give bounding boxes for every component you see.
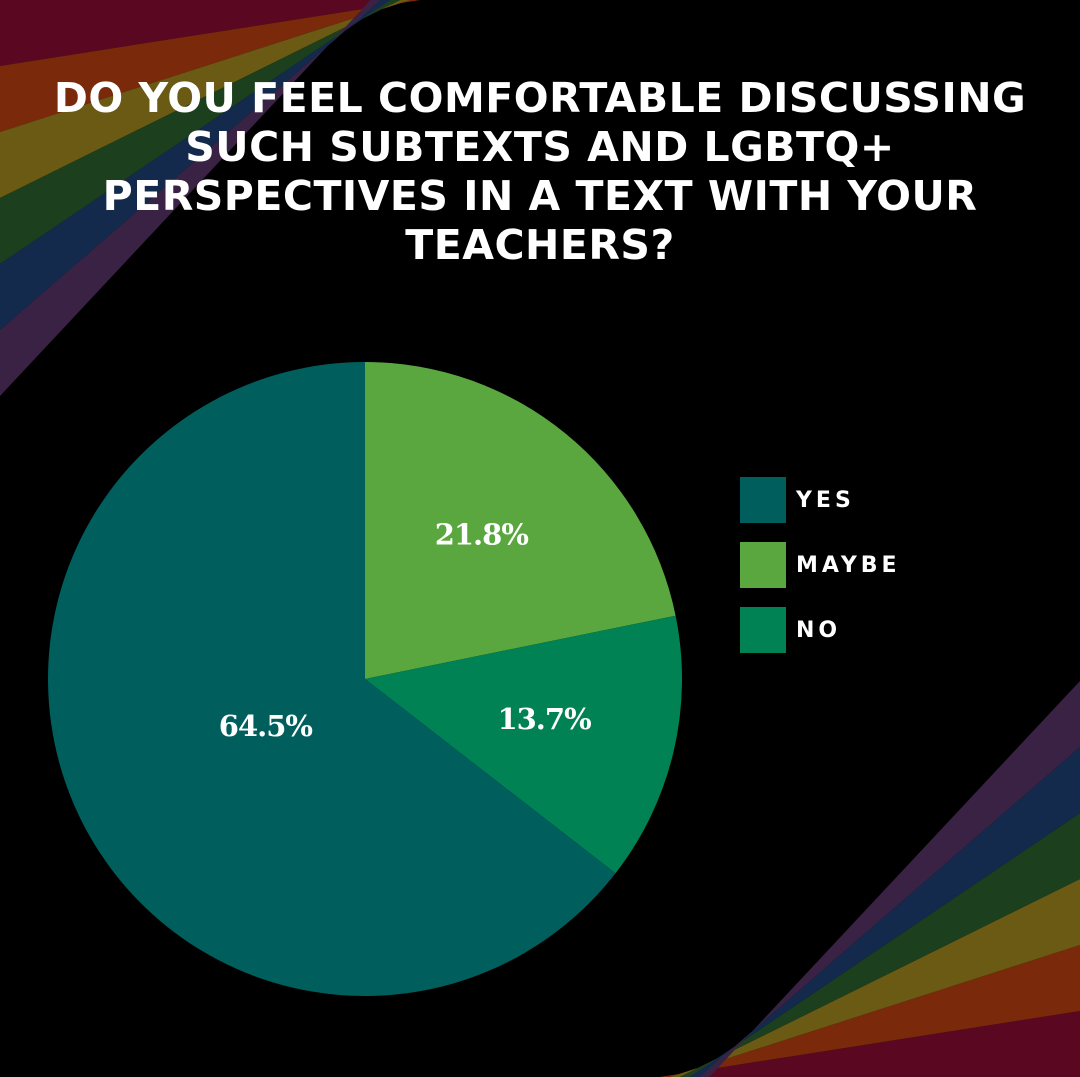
rainbow-stripe — [650, 1011, 1080, 1077]
rainbow-stripe — [659, 945, 1080, 1077]
title-line: SUCH SUBTEXTS AND LGBTQ+ — [185, 123, 895, 171]
pie-slice-maybe — [365, 362, 676, 679]
legend-swatch-no — [740, 607, 786, 653]
chart-title: DO YOU FEEL COMFORTABLE DISCUSSING SUCH … — [40, 74, 1040, 270]
legend-label-yes: YES — [796, 487, 855, 513]
rainbow-stripe — [0, 0, 421, 132]
title-line: PERSPECTIVES IN A TEXT WITH YOUR — [102, 172, 978, 220]
pie-slice-no — [365, 615, 683, 874]
data-label-yes: 64.5% — [219, 709, 313, 743]
legend-item-no: NO — [740, 607, 901, 653]
legend: YES MAYBE NO — [740, 477, 901, 672]
legend-swatch-maybe — [740, 542, 786, 588]
legend-label-maybe: MAYBE — [796, 552, 901, 578]
data-label-no: 13.7% — [497, 702, 591, 736]
data-label-maybe: 21.8% — [435, 518, 529, 552]
rainbow-stripe — [0, 0, 430, 66]
title-line: DO YOU FEEL COMFORTABLE DISCUSSING — [53, 74, 1027, 122]
legend-item-maybe: MAYBE — [740, 542, 901, 588]
legend-label-no: NO — [796, 617, 842, 643]
legend-item-yes: YES — [740, 477, 901, 523]
legend-swatch-yes — [740, 477, 786, 523]
pie-slice-yes — [48, 362, 616, 996]
title-line: TEACHERS? — [405, 221, 675, 269]
